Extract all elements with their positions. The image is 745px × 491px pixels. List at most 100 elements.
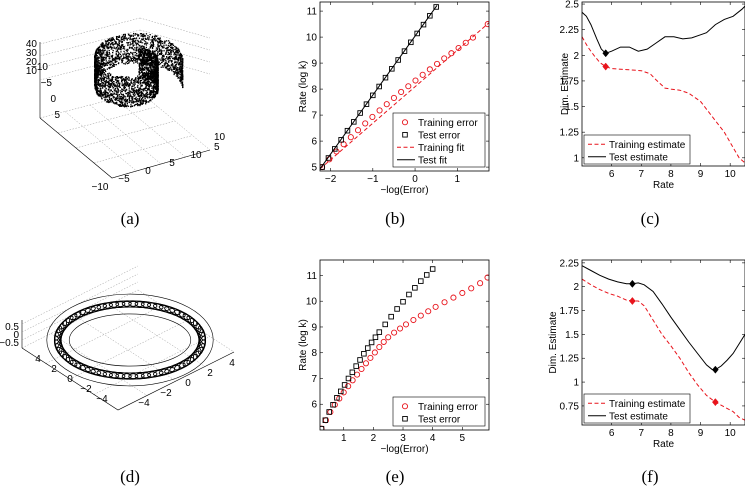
data-point [125, 82, 128, 84]
data-point [104, 40, 107, 42]
data-point [142, 73, 145, 75]
data-point [161, 56, 164, 58]
x-tick-label: −1 [367, 174, 379, 185]
data-point [137, 55, 139, 57]
data-point [180, 73, 182, 75]
data-point [94, 67, 97, 69]
data-point [118, 57, 120, 60]
data-point [153, 38, 155, 41]
data-point [177, 48, 179, 50]
data-point [173, 73, 175, 76]
data-point [116, 102, 118, 104]
data-point [149, 54, 152, 56]
data-point [124, 63, 126, 65]
data-point [96, 48, 98, 50]
data-point [167, 49, 169, 52]
data-point [97, 50, 100, 52]
data-point [182, 71, 184, 73]
data-point [151, 71, 153, 73]
data-point [118, 82, 120, 84]
data-point [145, 100, 147, 103]
data-point [161, 40, 164, 43]
data-point [102, 43, 104, 45]
data-point-square [388, 313, 394, 320]
data-point [152, 40, 154, 42]
y-tick-label: 8 [311, 85, 317, 96]
data-point [132, 89, 135, 91]
data-point [137, 49, 139, 52]
data-point [145, 78, 147, 80]
data-point [160, 59, 162, 62]
data-point [105, 88, 107, 90]
data-point [130, 102, 132, 104]
data-point [124, 52, 126, 54]
data-point-circle [347, 134, 354, 141]
data-point [102, 60, 104, 62]
data-point [112, 44, 114, 46]
data-point [145, 54, 147, 56]
data-point [106, 50, 108, 52]
data-point [148, 39, 150, 41]
data-point [95, 72, 97, 74]
data-point [170, 46, 172, 48]
floor-gridline [139, 91, 211, 151]
data-point [94, 74, 97, 76]
data-point [97, 63, 99, 66]
data-point [109, 66, 111, 69]
data-point [105, 53, 107, 56]
data-point [113, 39, 115, 41]
data-point [123, 105, 125, 107]
data-point [98, 67, 101, 69]
data-point [141, 45, 143, 47]
data-point [143, 58, 145, 61]
data-point [180, 78, 182, 81]
data-point [157, 84, 159, 87]
x-tick-label: 0 [145, 166, 151, 177]
data-point [94, 65, 96, 68]
data-point [94, 83, 96, 85]
data-point [115, 42, 117, 44]
data-point [153, 35, 156, 37]
data-point [152, 81, 154, 84]
data-point [136, 46, 138, 48]
data-point [128, 79, 131, 81]
data-point [171, 47, 173, 49]
data-point [157, 60, 159, 62]
wall-gridline [21, 273, 139, 333]
data-point [94, 54, 96, 56]
data-point [181, 76, 184, 78]
data-point [100, 73, 102, 75]
data-point [160, 51, 163, 53]
data-point [153, 96, 156, 98]
data-point [101, 77, 103, 79]
data-point [119, 104, 121, 106]
data-point [170, 44, 173, 46]
data-point [153, 90, 155, 92]
data-point-circle [410, 316, 417, 324]
data-point [142, 53, 145, 55]
data-point-square [382, 321, 388, 328]
data-point [121, 61, 123, 63]
data-point [147, 80, 149, 83]
data-point [101, 56, 103, 59]
y-tick-label: 8 [311, 348, 317, 359]
data-point [132, 35, 134, 37]
data-point [144, 94, 146, 96]
data-point [152, 79, 155, 81]
data-point [152, 52, 155, 54]
data-point [153, 57, 155, 59]
data-point [148, 54, 150, 56]
data-point [102, 53, 104, 55]
data-point [111, 91, 114, 93]
data-point [109, 83, 111, 86]
data-point [151, 77, 153, 79]
data-point [95, 88, 98, 90]
data-point [124, 84, 126, 86]
data-point [149, 74, 152, 76]
data-point [154, 83, 156, 86]
data-point [100, 56, 102, 58]
data-point [127, 56, 129, 58]
data-point [148, 49, 150, 51]
data-point [133, 83, 135, 85]
data-point [135, 55, 138, 57]
